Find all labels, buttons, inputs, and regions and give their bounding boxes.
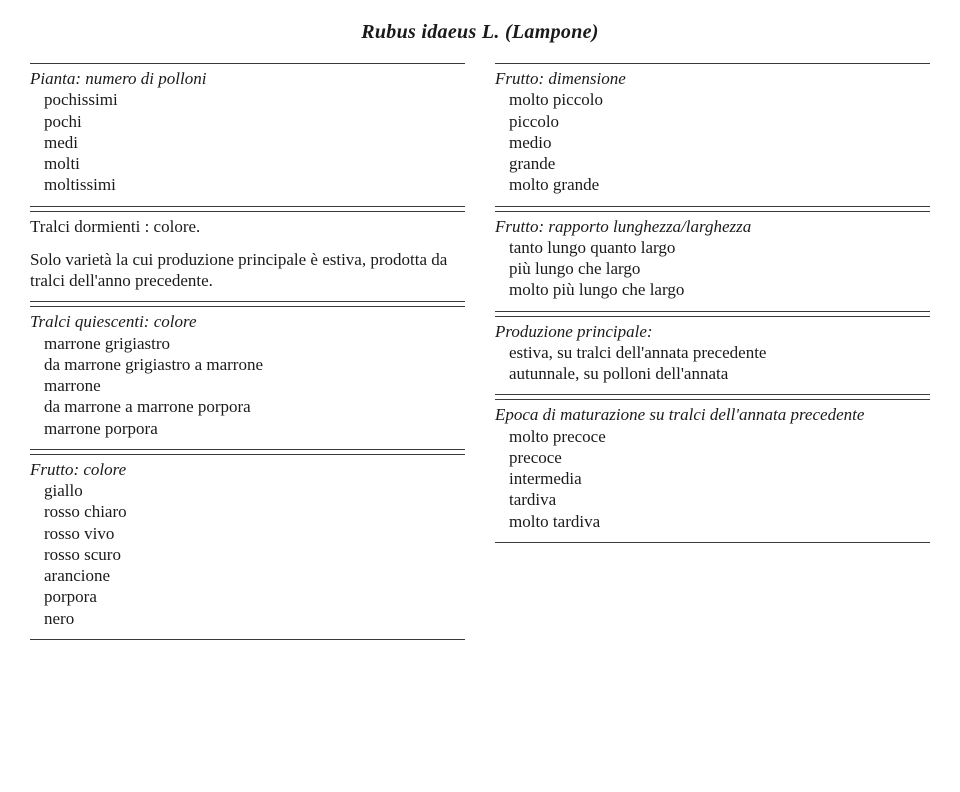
left-column: Pianta: numero di polloni pochissimi poc… [30,63,465,644]
list-item: nero [44,608,465,629]
section-tralci-dormienti: Tralci dormienti : colore. Solo varietà … [30,211,465,303]
list-item: da marrone grigiastro a marrone [44,354,465,375]
section-text: Solo varietà la cui produzione principal… [30,249,465,292]
section-frutto-dimensione: Frutto: dimensione molto piccolo piccolo… [495,63,930,207]
page-title: Rubus idaeus L. (Lampone) [30,20,930,45]
list-item: molto più lungo che largo [509,279,930,300]
list-item: precoce [509,447,930,468]
section-frutto-rapporto: Frutto: rapporto lunghezza/larghezza tan… [495,211,930,312]
section-heading: Tralci quiescenti: colore [30,311,465,332]
option-list: marrone grigiastro da marrone grigiastro… [30,333,465,439]
list-item: piccolo [509,111,930,132]
list-item: marrone grigiastro [44,333,465,354]
list-item: pochi [44,111,465,132]
list-item: arancione [44,565,465,586]
list-item: tanto lungo quanto largo [509,237,930,258]
section-heading: Produzione principale: [495,321,930,342]
list-item: da marrone a marrone porpora [44,396,465,417]
list-item: medio [509,132,930,153]
list-item: marrone porpora [44,418,465,439]
option-list: pochissimi pochi medi molti moltissimi [30,89,465,195]
section-text: Tralci dormienti : colore. [30,216,465,237]
section-heading: Frutto: rapporto lunghezza/larghezza [495,216,930,237]
list-item: molto tardiva [509,511,930,532]
option-list: molto piccolo piccolo medio grande molto… [495,89,930,195]
list-item: molti [44,153,465,174]
option-list: molto precoce precoce intermedia tardiva… [495,426,930,532]
section-frutto-colore: Frutto: colore giallo rosso chiaro rosso… [30,454,465,640]
list-item: tardiva [509,489,930,510]
list-item: molto precoce [509,426,930,447]
list-item: intermedia [509,468,930,489]
list-item: estiva, su tralci dell'annata precedente [509,342,930,363]
list-item: autunnale, su polloni dell'annata [509,363,930,384]
list-item: grande [509,153,930,174]
section-heading: Pianta: numero di polloni [30,68,465,89]
section-heading: Frutto: colore [30,459,465,480]
section-tralci-quiescenti: Tralci quiescenti: colore marrone grigia… [30,306,465,450]
list-item: molto grande [509,174,930,195]
option-list: tanto lungo quanto largo più lungo che l… [495,237,930,301]
right-column: Frutto: dimensione molto piccolo piccolo… [495,63,930,644]
list-item: rosso vivo [44,523,465,544]
option-list: estiva, su tralci dell'annata precedente… [495,342,930,385]
list-item: giallo [44,480,465,501]
list-item: molto piccolo [509,89,930,110]
list-item: moltissimi [44,174,465,195]
list-item: rosso chiaro [44,501,465,522]
list-item: medi [44,132,465,153]
list-item: rosso scuro [44,544,465,565]
list-item: marrone [44,375,465,396]
two-column-layout: Pianta: numero di polloni pochissimi poc… [30,63,930,644]
section-pianta-polloni: Pianta: numero di polloni pochissimi poc… [30,63,465,207]
list-item: porpora [44,586,465,607]
list-item: pochissimi [44,89,465,110]
section-heading: Epoca di maturazione su tralci dell'anna… [495,404,930,425]
list-item: più lungo che largo [509,258,930,279]
section-heading: Frutto: dimensione [495,68,930,89]
option-list: giallo rosso chiaro rosso vivo rosso scu… [30,480,465,629]
section-epoca-maturazione: Epoca di maturazione su tralci dell'anna… [495,399,930,543]
section-produzione-principale: Produzione principale: estiva, su tralci… [495,316,930,396]
